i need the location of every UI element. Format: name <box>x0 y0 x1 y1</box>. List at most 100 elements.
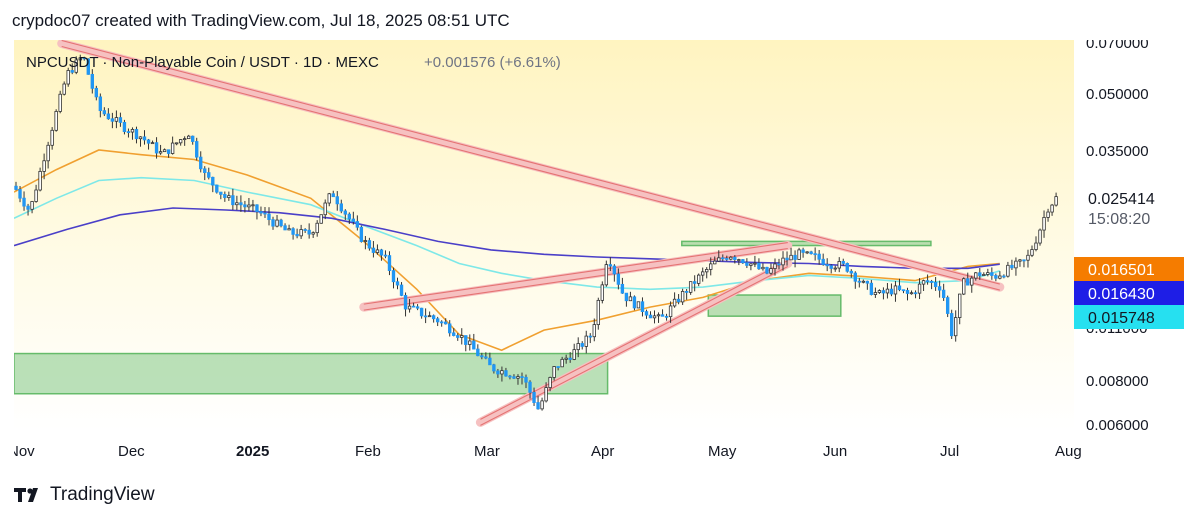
candle <box>933 276 938 291</box>
candle <box>162 148 167 153</box>
candle <box>496 368 500 378</box>
candle <box>741 259 745 265</box>
x-axis-tick-label: Jun <box>823 443 847 460</box>
candle <box>367 237 372 251</box>
candle <box>431 314 436 323</box>
candle <box>331 190 335 198</box>
y-axis-tick-label: 0.070000 <box>1086 40 1149 52</box>
x-axis-tick-label: Nov <box>14 443 35 460</box>
candle <box>753 255 757 268</box>
candle <box>777 258 781 270</box>
candle <box>962 277 966 296</box>
x-axis-tick-label: May <box>708 443 737 460</box>
svg-text:0.015748: 0.015748 <box>1088 310 1155 327</box>
candle <box>239 195 243 212</box>
candle <box>729 255 733 261</box>
candle <box>560 356 564 368</box>
candle <box>460 328 464 345</box>
candle <box>1038 228 1042 246</box>
y-axis-tick-label: 0.050000 <box>1086 86 1149 103</box>
svg-text:0.025414: 0.025414 <box>1088 191 1155 208</box>
candle <box>315 220 319 237</box>
candle <box>235 195 239 211</box>
candle <box>118 112 123 127</box>
candle <box>785 251 789 266</box>
legend-change: +0.001576 (+6.61%) <box>424 54 561 71</box>
candle <box>110 112 115 129</box>
candle <box>536 395 540 410</box>
candle <box>966 272 970 286</box>
candle <box>652 310 657 324</box>
candle <box>869 279 874 296</box>
candle <box>733 255 737 264</box>
candle <box>122 119 127 135</box>
candle <box>207 167 211 180</box>
candle <box>990 267 994 280</box>
candle <box>713 256 717 265</box>
candle <box>464 335 468 352</box>
candle <box>873 287 878 298</box>
candle <box>1034 236 1038 252</box>
candle <box>435 316 440 327</box>
candle <box>34 184 38 203</box>
candle <box>439 320 444 327</box>
candle <box>781 251 785 271</box>
candle <box>219 191 223 200</box>
candle <box>745 258 749 269</box>
candle <box>399 282 404 297</box>
x-axis-tick-label: Mar <box>474 443 500 460</box>
candle <box>419 307 424 319</box>
candle <box>1022 259 1026 268</box>
candle <box>636 301 641 309</box>
candle <box>821 253 825 266</box>
candle <box>191 135 195 145</box>
candle <box>492 363 496 374</box>
chart-area[interactable]: NPCUSDT · Non-Playable Coin / USDT · 1D … <box>14 40 1187 470</box>
candle <box>30 200 34 214</box>
candle <box>684 288 689 300</box>
candle <box>1018 258 1022 267</box>
candle <box>568 352 572 363</box>
candle <box>279 218 283 228</box>
candle <box>339 199 343 214</box>
svg-text:0.016430: 0.016430 <box>1088 286 1155 303</box>
candle <box>243 200 247 213</box>
candle <box>925 274 930 285</box>
candle <box>797 247 801 260</box>
candle <box>38 167 42 192</box>
candle <box>223 191 227 202</box>
price-label-ma-blue: 0.016430 <box>1074 281 1184 305</box>
candle <box>1010 259 1014 271</box>
candle <box>656 312 661 323</box>
candle <box>391 267 396 289</box>
candle <box>488 352 492 366</box>
x-axis-tick-label: Jul <box>940 443 959 460</box>
candle <box>877 289 882 294</box>
candlestick-chart[interactable]: NPCUSDT · Non-Playable Coin / USDT · 1D … <box>14 40 1187 470</box>
candle <box>199 151 203 173</box>
candle <box>909 290 914 295</box>
candle <box>403 292 408 317</box>
tradingview-logo-icon <box>14 488 38 502</box>
y-axis-tick-label: 0.035000 <box>1086 143 1149 160</box>
support-zone-low <box>14 352 609 395</box>
candle <box>299 224 303 239</box>
candle <box>648 311 653 319</box>
candle <box>861 279 866 284</box>
candle <box>86 58 90 75</box>
candle <box>628 291 633 302</box>
candle <box>540 397 544 411</box>
candle <box>255 204 259 220</box>
candle <box>705 267 709 279</box>
chart-attribution: crypdoc07 created with TradingView.com, … <box>12 11 510 30</box>
candle <box>600 281 604 304</box>
candle <box>1002 274 1006 279</box>
candle <box>46 141 50 169</box>
y-axis-tick-label: 0.008000 <box>1086 373 1149 390</box>
x-axis-tick-label: Dec <box>118 443 145 460</box>
candle <box>917 278 922 300</box>
candle <box>42 153 46 180</box>
candle <box>50 127 54 150</box>
candle <box>307 223 311 239</box>
candle <box>640 297 645 317</box>
